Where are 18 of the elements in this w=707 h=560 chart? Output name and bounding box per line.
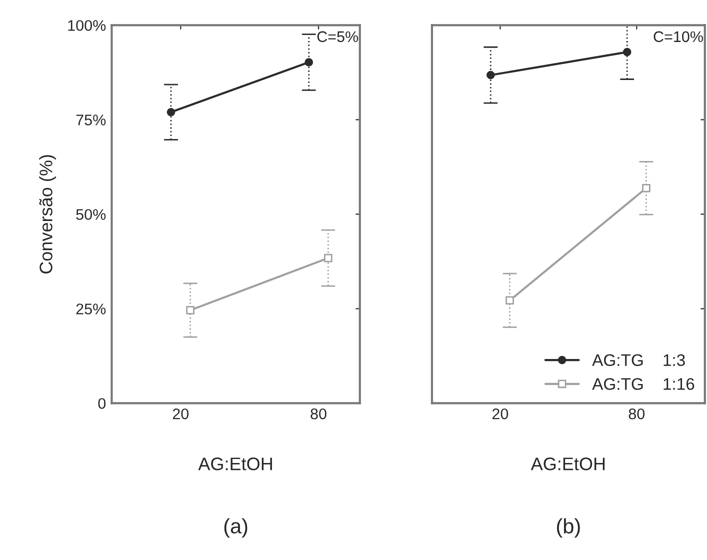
y-axis-title: Conversão (%) bbox=[39, 155, 56, 274]
y-tick-label: 100% bbox=[68, 20, 106, 31]
y-tick-label: 50% bbox=[76, 209, 106, 220]
text: (a) bbox=[224, 518, 248, 538]
legend-label: AG:TG 1:16 bbox=[592, 378, 694, 390]
y-tick-label: 75% bbox=[76, 114, 106, 126]
x-tick-label: 20 bbox=[492, 408, 508, 420]
y-tick-label: 25% bbox=[76, 304, 106, 314]
annotation: C=10% bbox=[654, 31, 703, 42]
x-axis-title: AG:EtOH bbox=[198, 458, 272, 470]
x-axis-title: AG:EtOH bbox=[530, 458, 605, 470]
x-tick-label: 20 bbox=[172, 408, 189, 420]
x-tick-label: 80 bbox=[310, 408, 326, 420]
annotation: C=5% bbox=[317, 31, 358, 42]
text: (b) bbox=[556, 518, 580, 538]
x-tick-label: 80 bbox=[628, 408, 645, 420]
y-tick-label: 0 bbox=[98, 398, 106, 409]
legend-label: AG:TG 1:3 bbox=[592, 354, 685, 366]
